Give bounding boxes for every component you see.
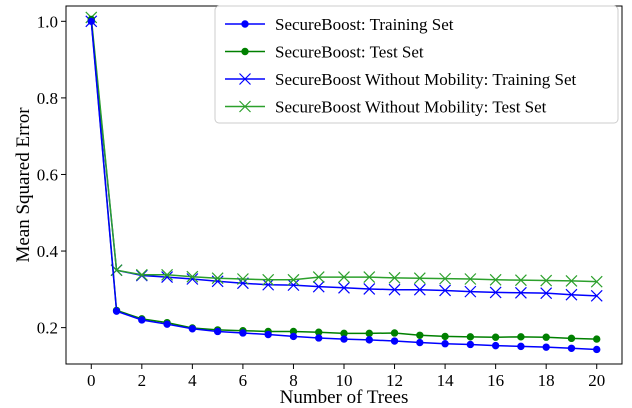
series-2-point: [442, 333, 448, 339]
x-tick-label: 2: [138, 371, 147, 390]
series-1-point: [543, 344, 549, 350]
series-2-point: [594, 336, 600, 342]
series-1-point: [88, 18, 94, 24]
series-1-point: [139, 317, 145, 323]
series-1-point: [240, 330, 246, 336]
x-tick-label: 0: [87, 371, 96, 390]
legend-entry-3: SecureBoost Without Mobility: Training S…: [225, 70, 577, 89]
series-1-point: [594, 346, 600, 352]
series-1-point: [442, 341, 448, 347]
series-2-point: [518, 334, 524, 340]
series-2-point: [417, 332, 423, 338]
legend-label: SecureBoost Without Mobility: Test Set: [275, 98, 547, 117]
legend-label: SecureBoost Without Mobility: Training S…: [275, 70, 577, 89]
series-2-point: [492, 334, 498, 340]
y-tick-label: 0.8: [37, 89, 58, 108]
series-1-point: [113, 308, 119, 314]
x-tick-label: 4: [188, 371, 197, 390]
series-1-point: [518, 343, 524, 349]
series-1-point: [568, 345, 574, 351]
x-tick-label: 6: [239, 371, 248, 390]
series-1-point: [290, 333, 296, 339]
x-tick-label: 14: [437, 371, 455, 390]
series-2-point: [543, 334, 549, 340]
series-1-point: [492, 342, 498, 348]
x-tick-label: 16: [487, 371, 504, 390]
legend: SecureBoost: Training Set SecureBoost: Te…: [215, 6, 618, 123]
x-tick-label: 20: [588, 371, 605, 390]
y-tick-label: 0.6: [37, 165, 58, 184]
series-2-point: [366, 330, 372, 336]
x-axis-label: Number of Trees: [280, 387, 409, 408]
y-axis-label: Mean Squared Error: [13, 107, 34, 263]
x-tick-label: 18: [538, 371, 555, 390]
series-1-point: [164, 321, 170, 327]
series-2-point: [391, 330, 397, 336]
legend-marker: [242, 48, 248, 54]
series-1-point: [189, 326, 195, 332]
series-1-point: [316, 335, 322, 341]
series-1-point: [417, 339, 423, 345]
series-1-point: [467, 341, 473, 347]
y-tick-label: 0.2: [37, 319, 58, 338]
legend-label: SecureBoost: Training Set: [275, 15, 454, 34]
legend-marker: [242, 21, 248, 27]
series-1-point: [214, 328, 220, 334]
series-1-point: [366, 337, 372, 343]
series-2-point: [568, 335, 574, 341]
y-tick-label: 0.4: [37, 242, 59, 261]
y-tick-label: 1.0: [37, 12, 58, 31]
series-1-point: [391, 338, 397, 344]
series-2-point: [467, 334, 473, 340]
series-1-point: [265, 331, 271, 337]
series-1-point: [341, 336, 347, 342]
legend-label: SecureBoost: Test Set: [275, 43, 424, 62]
